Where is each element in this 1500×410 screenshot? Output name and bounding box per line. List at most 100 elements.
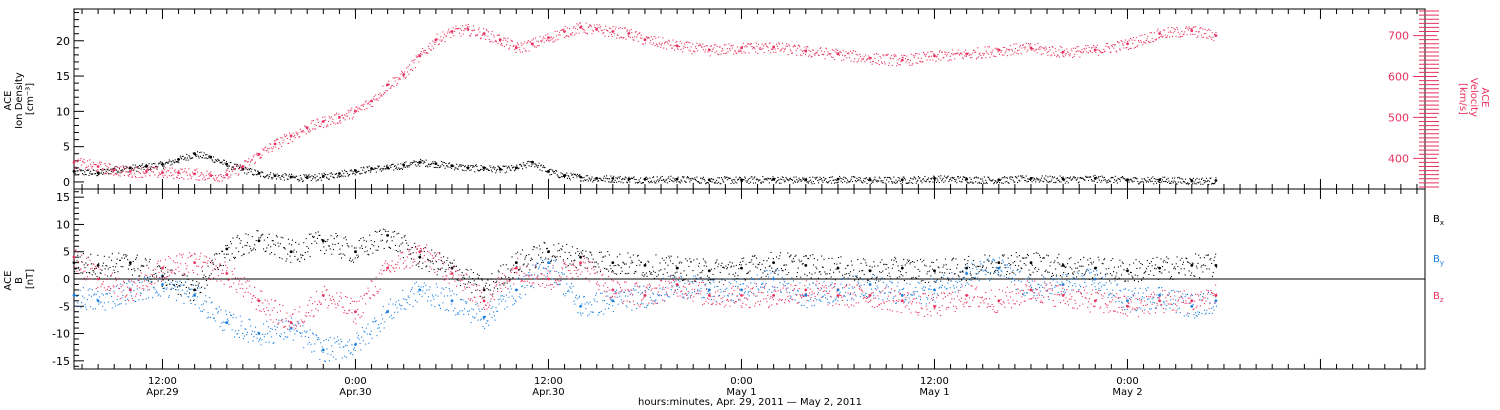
bx-sample bbox=[583, 255, 585, 257]
density-sample bbox=[757, 180, 759, 182]
bx-sample bbox=[568, 252, 570, 254]
velocity-sample bbox=[297, 132, 299, 134]
velocity-sample bbox=[397, 77, 399, 79]
velocity-sample bbox=[1150, 41, 1152, 43]
velocity-sample bbox=[857, 60, 859, 62]
bx-sample bbox=[380, 240, 382, 242]
velocity-sample bbox=[828, 53, 830, 55]
velocity-sample bbox=[761, 43, 763, 45]
density-sample bbox=[910, 182, 912, 184]
density-sample bbox=[970, 178, 972, 180]
density-sample bbox=[462, 164, 464, 166]
density-sample bbox=[108, 169, 110, 171]
density-sample bbox=[440, 165, 442, 167]
bx-sample bbox=[703, 265, 705, 267]
bx-sample bbox=[743, 278, 745, 280]
velocity-sample bbox=[1102, 52, 1104, 54]
bx-sample bbox=[1053, 262, 1055, 264]
density-sample bbox=[239, 166, 241, 168]
bx-sample bbox=[547, 258, 549, 260]
density-sample bbox=[193, 152, 195, 154]
bx-sample bbox=[754, 255, 756, 257]
velocity-sample bbox=[878, 60, 880, 62]
bx-sample bbox=[321, 238, 323, 240]
velocity-sample bbox=[953, 53, 955, 55]
density-sample bbox=[361, 172, 363, 174]
density-sample bbox=[137, 166, 139, 168]
density-sample bbox=[1013, 181, 1015, 183]
density-sample bbox=[419, 165, 421, 167]
bx-sample bbox=[483, 287, 485, 289]
density-sample bbox=[111, 168, 113, 170]
density-sample bbox=[1074, 177, 1076, 179]
density-sample bbox=[281, 175, 283, 177]
density-sample bbox=[811, 183, 813, 185]
bx-sample bbox=[598, 266, 600, 268]
density-sample bbox=[202, 154, 204, 156]
velocity-sample bbox=[485, 38, 487, 40]
velocity-sample bbox=[646, 36, 648, 38]
density-sample bbox=[858, 176, 860, 178]
density-sample bbox=[806, 181, 808, 183]
bx-sample bbox=[770, 251, 772, 253]
velocity-sample bbox=[938, 51, 940, 53]
velocity-sample bbox=[1070, 48, 1072, 50]
density-sample bbox=[1033, 177, 1035, 179]
velocity-sample bbox=[1063, 56, 1065, 58]
density-sample bbox=[896, 182, 898, 184]
density-sample bbox=[400, 163, 402, 165]
density-sample bbox=[1012, 179, 1014, 181]
bx-sample bbox=[1007, 257, 1009, 259]
velocity-sample bbox=[283, 134, 285, 136]
velocity-sample bbox=[1072, 47, 1074, 49]
velocity-sample bbox=[544, 37, 546, 39]
velocity-sample bbox=[637, 34, 639, 36]
density-sample bbox=[223, 159, 225, 161]
bx-sample bbox=[209, 275, 211, 277]
density-sample bbox=[899, 177, 901, 179]
velocity-sample bbox=[398, 79, 400, 81]
velocity-sample bbox=[428, 48, 430, 50]
velocity-sample bbox=[153, 167, 155, 169]
bx-sample bbox=[789, 255, 791, 257]
bx-sample bbox=[612, 270, 614, 272]
bx-sample bbox=[866, 279, 868, 281]
density-sample bbox=[307, 176, 309, 178]
velocity-sample bbox=[196, 168, 198, 170]
velocity-sample bbox=[1018, 49, 1020, 51]
bx-sample bbox=[723, 267, 725, 269]
density-sample bbox=[915, 182, 917, 184]
velocity-sample bbox=[934, 55, 936, 57]
velocity-sample bbox=[1022, 44, 1024, 46]
velocity-sample bbox=[1069, 53, 1071, 55]
density-sample bbox=[690, 179, 692, 181]
velocity-sample bbox=[774, 48, 776, 50]
density-sample bbox=[800, 180, 802, 182]
density-sample bbox=[280, 178, 282, 180]
velocity-sample bbox=[636, 36, 638, 38]
velocity-sample bbox=[343, 117, 345, 119]
density-sample bbox=[925, 181, 927, 183]
velocity-sample bbox=[277, 139, 279, 141]
density-sample bbox=[966, 181, 968, 183]
density-sample bbox=[582, 177, 584, 179]
bx-sample bbox=[387, 230, 389, 232]
velocity-sample bbox=[657, 45, 659, 47]
density-sample bbox=[407, 164, 409, 166]
density-sample bbox=[747, 178, 749, 180]
velocity-sample bbox=[742, 42, 744, 44]
velocity-sample bbox=[862, 58, 864, 60]
bx-sample bbox=[882, 270, 884, 272]
bx-sample bbox=[819, 271, 821, 273]
velocity-sample bbox=[219, 174, 221, 176]
density-sample bbox=[930, 178, 932, 180]
density-sample bbox=[534, 166, 536, 168]
density-sample bbox=[874, 176, 876, 178]
velocity-sample bbox=[409, 64, 411, 66]
velocity-sample bbox=[881, 61, 883, 63]
velocity-sample bbox=[1161, 34, 1163, 36]
velocity-point bbox=[1061, 50, 1065, 54]
density-sample bbox=[609, 181, 611, 183]
bx-sample bbox=[287, 253, 289, 255]
bx-sample bbox=[1019, 260, 1021, 262]
